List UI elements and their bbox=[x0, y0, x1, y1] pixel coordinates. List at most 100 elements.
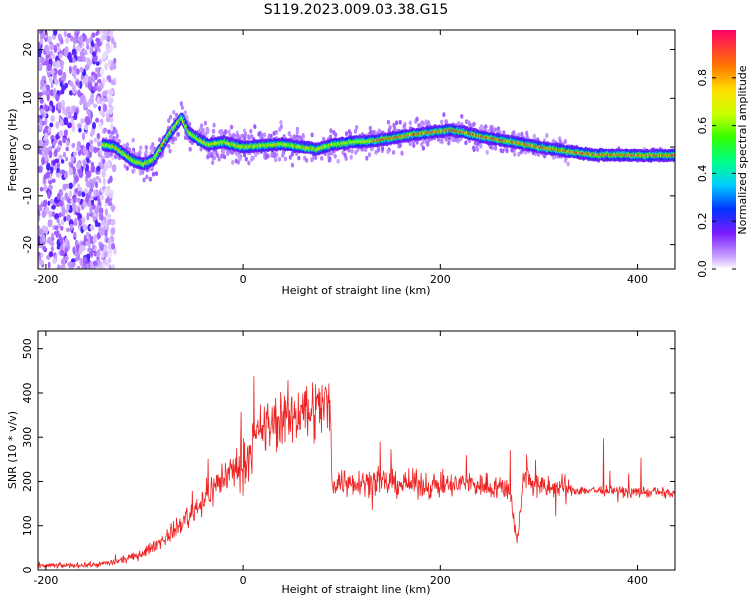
y-tick-label: 0 bbox=[21, 144, 34, 151]
halo-cell bbox=[151, 142, 155, 147]
colorbar-gradient bbox=[712, 30, 736, 269]
noise-cell bbox=[46, 93, 50, 102]
noise-cell bbox=[60, 89, 65, 95]
halo-cell bbox=[334, 132, 338, 138]
halo-cell bbox=[525, 130, 529, 136]
noise-cell bbox=[64, 237, 69, 244]
halo-cell bbox=[237, 155, 241, 160]
noise-cell bbox=[77, 89, 81, 97]
noise-cell bbox=[56, 192, 61, 200]
noise-cell bbox=[89, 182, 95, 190]
noise-cell bbox=[71, 202, 77, 211]
noise-cell bbox=[60, 219, 65, 226]
noise-cell bbox=[75, 197, 81, 203]
halo-cell bbox=[230, 150, 234, 155]
halo-cell bbox=[392, 150, 396, 155]
noise-cell bbox=[86, 212, 90, 221]
noise-cell bbox=[76, 146, 81, 152]
halo-cell bbox=[234, 158, 238, 164]
noise-cell bbox=[65, 156, 69, 162]
halo-cell bbox=[475, 141, 480, 147]
noise-cell bbox=[70, 35, 74, 42]
halo-cell bbox=[249, 128, 253, 134]
noise-cell bbox=[47, 127, 52, 133]
halo-cell bbox=[222, 154, 227, 160]
noise-cell bbox=[72, 36, 78, 45]
noise-cell bbox=[51, 204, 56, 210]
noise-cell bbox=[68, 261, 73, 269]
noise-cell bbox=[97, 141, 101, 147]
halo-cell bbox=[167, 118, 171, 123]
noise-cell bbox=[81, 265, 86, 269]
noise-cell bbox=[47, 36, 52, 44]
halo-cell bbox=[292, 134, 296, 140]
halo-cell bbox=[176, 132, 180, 137]
noise-cell bbox=[92, 236, 97, 244]
halo-cell bbox=[138, 150, 142, 156]
noise-cell bbox=[56, 167, 60, 174]
noise-cell bbox=[55, 94, 60, 102]
noise-cell bbox=[49, 198, 54, 205]
noise-cell bbox=[105, 46, 111, 54]
y-tick-label: 0 bbox=[21, 567, 34, 574]
halo-cell bbox=[454, 137, 458, 143]
noise-cell bbox=[46, 47, 50, 56]
noise-cell bbox=[104, 188, 108, 193]
halo-cell bbox=[141, 169, 145, 175]
halo-cell bbox=[545, 133, 549, 138]
noise-cell bbox=[102, 103, 108, 112]
halo-cell bbox=[216, 153, 220, 159]
noise-cell bbox=[107, 98, 113, 106]
halo-cell bbox=[447, 140, 451, 146]
noise-cell bbox=[86, 109, 91, 115]
noise-cell bbox=[81, 216, 86, 224]
noise-cell bbox=[110, 205, 116, 211]
halo-cell bbox=[227, 129, 231, 135]
noise-cell bbox=[48, 179, 53, 185]
halo-cell bbox=[479, 124, 484, 129]
halo-cell bbox=[442, 112, 446, 118]
noise-cell bbox=[96, 165, 101, 172]
halo-cell bbox=[243, 136, 247, 141]
halo-cell bbox=[142, 177, 146, 183]
noise-cell bbox=[60, 169, 66, 175]
noise-cell bbox=[49, 69, 55, 75]
noise-cell bbox=[62, 108, 66, 115]
noise-cell bbox=[90, 262, 94, 269]
noise-cell bbox=[72, 58, 76, 64]
noise-cell bbox=[57, 222, 61, 229]
halo-cell bbox=[392, 122, 396, 128]
noise-cell bbox=[107, 218, 112, 226]
halo-cell bbox=[472, 145, 476, 151]
noise-cell bbox=[106, 93, 111, 99]
noise-cell bbox=[81, 78, 87, 84]
halo-cell bbox=[336, 158, 340, 164]
noise-cell bbox=[41, 210, 46, 218]
noise-cell bbox=[109, 30, 114, 38]
halo-cell bbox=[517, 151, 521, 157]
noise-cell bbox=[43, 112, 47, 118]
snr-plot-area bbox=[38, 376, 675, 569]
halo-cell bbox=[103, 128, 107, 134]
noise-cell bbox=[58, 233, 62, 242]
noise-cell bbox=[111, 264, 115, 269]
halo-cell bbox=[367, 152, 372, 158]
noise-cell bbox=[101, 170, 106, 178]
halo-cell bbox=[226, 151, 230, 156]
noise-cell bbox=[110, 37, 115, 45]
halo-cell bbox=[220, 153, 224, 159]
halo-cell bbox=[353, 128, 357, 134]
noise-cell bbox=[90, 165, 96, 173]
noise-cell bbox=[85, 117, 91, 126]
noise-cell bbox=[47, 200, 51, 206]
snr-frame bbox=[37, 330, 676, 571]
noise-cell bbox=[63, 49, 68, 58]
noise-cell bbox=[60, 225, 64, 231]
noise-cell bbox=[113, 41, 117, 49]
spectrogram-x-axis-label: Height of straight line (km) bbox=[281, 284, 430, 297]
noise-cell bbox=[102, 178, 106, 186]
noise-cell bbox=[54, 79, 59, 84]
halo-cell bbox=[115, 133, 119, 139]
noise-cell bbox=[83, 161, 87, 170]
noise-cell bbox=[104, 229, 108, 238]
